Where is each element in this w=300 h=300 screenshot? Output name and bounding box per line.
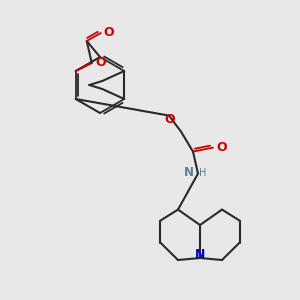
Text: O: O	[216, 141, 226, 154]
Text: O: O	[165, 112, 175, 126]
Text: O: O	[96, 56, 106, 70]
Text: O: O	[104, 26, 114, 40]
Text: N: N	[184, 166, 194, 179]
Text: N: N	[195, 248, 205, 261]
Text: H: H	[199, 168, 206, 178]
